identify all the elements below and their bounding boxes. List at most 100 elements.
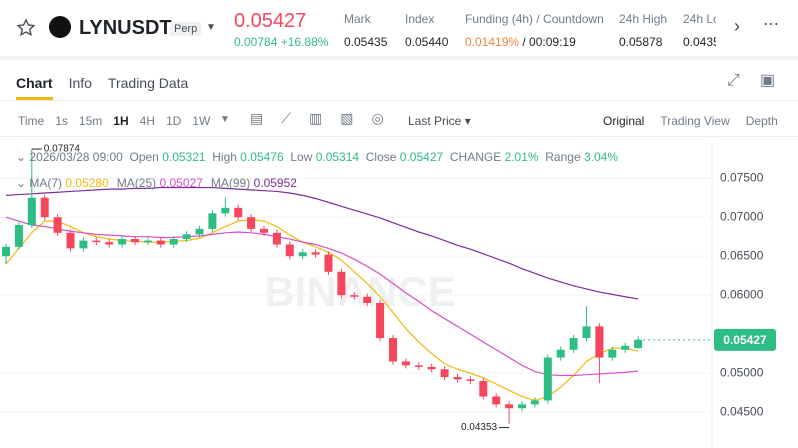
candle-body [453,377,462,380]
tab[interactable]: Trading Data [107,75,189,91]
stat: Mark 0.05435 [344,12,387,49]
tab[interactable]: Chart [16,75,53,100]
stat-value: 0.01419% / 00:09:19 [465,35,604,49]
ma-name: MA(7) [29,176,63,190]
stat: Funding (4h) / Countdown 0.01419% / 00:09… [465,12,604,49]
high-label: 0.07874 [44,144,81,155]
stat-value: 0.05440 [405,35,448,49]
ma-value: 0.05952 [253,176,297,190]
candle-body [518,404,526,409]
candle-body [105,242,114,245]
candle-body [221,207,230,214]
change-value: 0.00784 [234,35,278,49]
candle-body [505,404,514,409]
view[interactable]: Depth [745,114,778,128]
y-tick-label: 0.07500 [720,170,764,184]
candle-body [234,207,243,218]
candle-body [195,228,204,235]
candle-body [143,240,152,243]
interval[interactable]: 1W [192,114,211,128]
candle-body [182,234,191,240]
stat-label: 24h High [619,12,668,26]
stat: Index 0.05440 [405,12,448,49]
interval[interactable]: 1D [165,114,182,128]
watermark: BINANCE [264,268,455,315]
label: High [212,150,237,164]
y-tick-label: 0.06500 [720,248,764,262]
candle-body [350,295,359,297]
candle-body [40,197,49,218]
candle-body [440,369,449,378]
tool-icons[interactable]: ▤⟋▥▧◎ [250,110,402,126]
interval[interactable]: 15m [78,114,103,128]
coin-logo [49,16,71,38]
stat-value-text: 0.05440 [405,35,449,49]
candle-body [582,326,591,339]
last-price-tag [714,328,776,351]
tabs: Chart Info Trading Data [16,75,204,100]
label: Open [129,150,159,164]
candle-body [363,296,372,303]
label: Range [545,150,581,164]
value: 0.05427 [399,150,444,164]
value: 0.05476 [240,150,284,164]
stat-value-text: 0.0435 [683,35,716,49]
dropdown-icon[interactable]: ▼ [206,22,216,33]
candle-body [298,252,307,257]
interval[interactable]: 1s [55,114,68,128]
stat: 24h High 0.05878 [619,12,667,49]
candle-body [14,224,23,247]
candle-body [311,252,320,255]
tab[interactable]: Info [68,75,92,91]
candle-body [66,232,75,249]
interval: Time [18,114,45,128]
interval[interactable]: 4H [139,114,155,128]
y-tick-label: 0.07000 [720,209,764,223]
layout-icon[interactable]: ▣ [760,72,776,89]
stat-value-text: 0.05435 [344,35,388,49]
favorite-icon[interactable] [16,18,36,38]
value: 2.01% [504,150,539,164]
candle-body [389,338,397,362]
candle-body [337,271,346,296]
candle-body [479,380,488,397]
intervals: Time 1s 15m 1H 4H 1D 1W [18,114,221,128]
candle-body [131,239,139,243]
ma-legend: ⌄ MA(7) 0.05280 MA(25) 0.05027 MA(99) 0.05… [16,176,297,190]
candle-body [324,254,333,272]
symbol[interactable]: LYNUSDT [79,17,172,39]
label: CHANGE [449,150,502,164]
stat-value: 0.0435 [683,35,716,49]
candle-body [53,217,62,233]
candle-body [427,366,436,370]
value: 0.05321 [162,150,206,164]
more-icon[interactable]: ⋯ [763,16,779,33]
price-type[interactable]: Last Price ▾ [408,114,471,128]
value: 0.05314 [315,150,360,164]
stat-value-text: / 00:09:19 [522,35,576,49]
interval[interactable]: 1H [113,114,129,128]
view[interactable]: Original [603,114,645,128]
stat-value: 0.05878 [619,35,667,49]
low-label: 0.04353 [461,422,498,433]
candle-body [621,345,630,350]
candle-legend: ⌄ 2026/03/28 09:00 Open 0.05321 High 0.0… [16,150,618,164]
next-icon[interactable]: › [734,16,740,36]
ma-line [5,216,639,377]
stat-value-text: 0.01419% [465,35,520,49]
view[interactable]: Trading View [660,114,730,128]
interval-dropdown[interactable]: ▼ [220,114,230,125]
expand-icon[interactable]: ⤢ [727,72,740,89]
y-tick-label: 0.05000 [720,365,764,379]
chart-panel: Chart Info Trading Data ⤢ ▣ Time 1s 15m 1H 4H 1… [0,60,798,448]
stat-label: Index [405,12,435,26]
chart: BINANCE 0.07500 0.07000 0.06500 0.06000 0.05… [0,140,776,448]
candle-body [634,339,643,349]
stat-label: 24h Low [683,12,716,26]
candle-body [595,326,604,358]
ma-line [5,218,639,402]
candle-body [543,357,552,401]
candle-body [260,228,268,233]
value: 3.04% [583,150,618,164]
label: Low [290,150,313,164]
